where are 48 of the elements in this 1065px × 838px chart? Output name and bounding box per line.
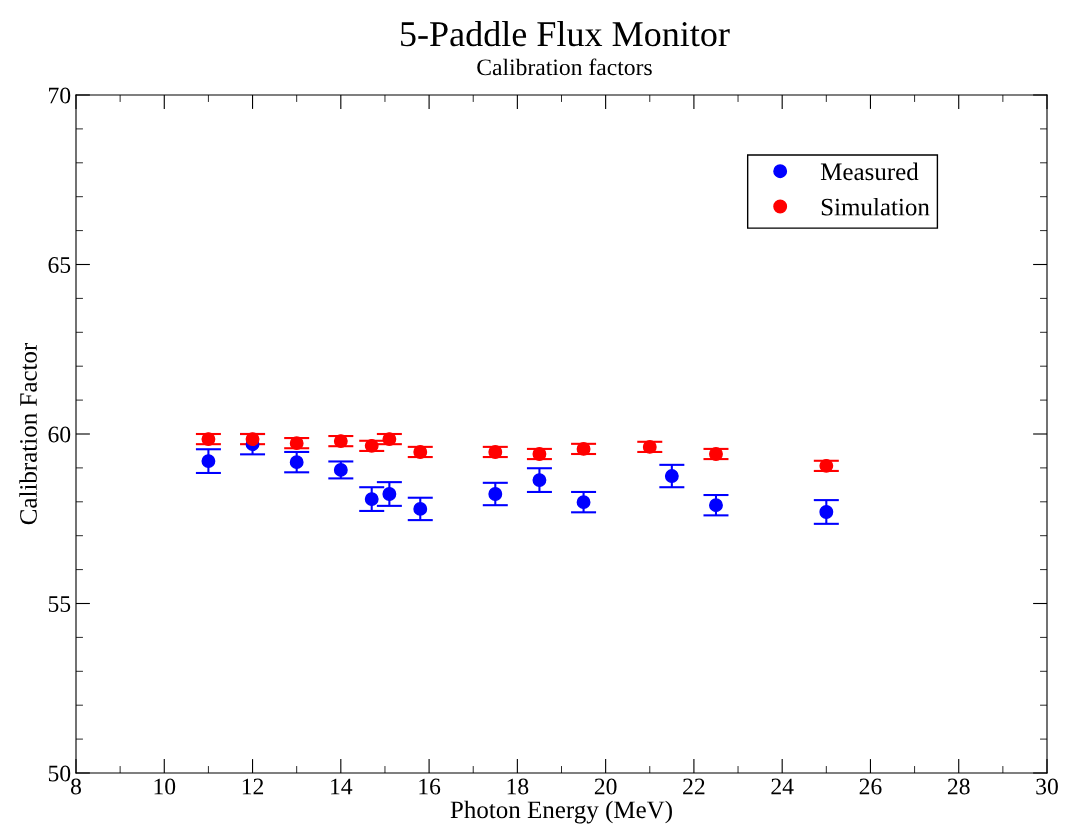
x-tick-label: 28 <box>947 778 970 795</box>
x-tick-label: 10 <box>154 778 176 795</box>
x-tick-label: 14 <box>331 778 353 795</box>
x-tick-label: 12 <box>242 778 264 795</box>
legend-label: Simulation <box>821 197 930 216</box>
point <box>289 436 304 451</box>
point <box>532 447 547 461</box>
point <box>819 458 834 473</box>
point <box>333 462 348 477</box>
x-tick-label: 22 <box>683 778 705 795</box>
y-tick-label: 50 <box>48 765 71 782</box>
point <box>413 445 428 459</box>
point <box>201 432 216 447</box>
y-tick-label: 60 <box>48 426 71 443</box>
point <box>201 454 216 469</box>
legend-label: Measured <box>820 162 919 181</box>
x-tick-label: 16 <box>419 778 441 795</box>
point <box>382 432 397 447</box>
point <box>709 447 723 461</box>
y-tick-label: 55 <box>48 596 71 612</box>
point <box>413 501 428 516</box>
point <box>245 432 260 447</box>
x-tick-label: 26 <box>859 778 882 795</box>
x-tick-label: 30 <box>1036 778 1058 795</box>
point <box>364 438 379 453</box>
chart-subtitle: Calibration factors <box>477 58 652 76</box>
point <box>642 439 657 454</box>
x-tick-label: 8 <box>71 778 81 795</box>
y-tick-label: 70 <box>49 87 71 104</box>
chart-title: 5-Paddle Flux Monitor <box>401 20 730 47</box>
point <box>576 441 591 456</box>
y-tick-label: 65 <box>48 257 71 273</box>
point <box>819 505 834 519</box>
x-tick-label: 20 <box>594 778 617 795</box>
x-tick-label: 24 <box>771 778 794 795</box>
point <box>664 469 679 483</box>
point <box>709 498 723 513</box>
y-axis-title: Calibration Factor <box>19 342 37 525</box>
point <box>364 492 379 507</box>
point <box>289 455 304 470</box>
x-axis-title: Photon Energy (MeV) <box>450 800 672 824</box>
point <box>333 434 348 449</box>
point <box>488 487 503 501</box>
point <box>382 487 397 501</box>
x-tick-label: 18 <box>507 778 529 795</box>
point <box>532 473 547 488</box>
point <box>576 495 591 510</box>
point <box>488 445 503 459</box>
